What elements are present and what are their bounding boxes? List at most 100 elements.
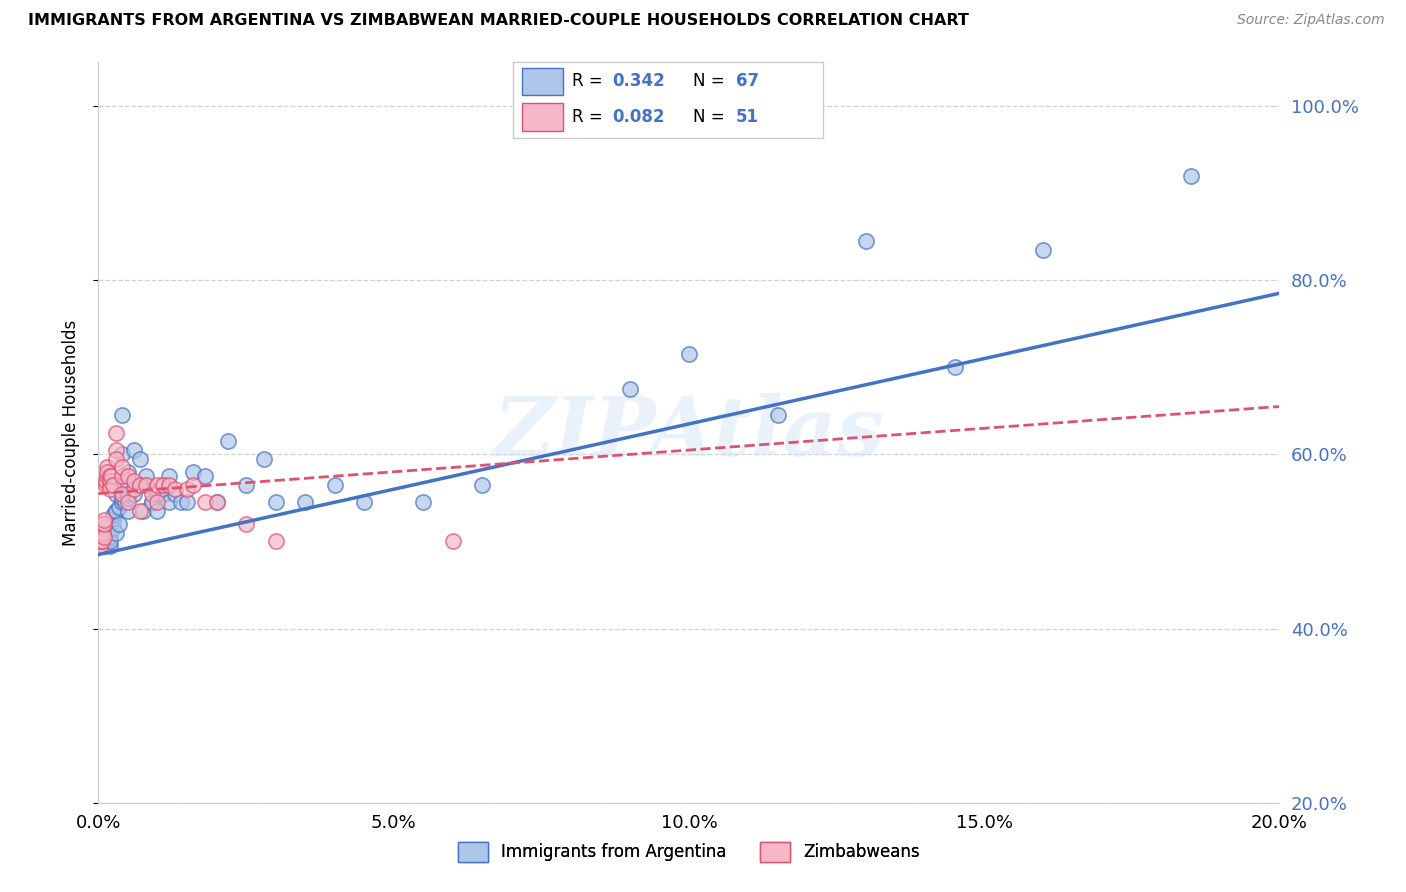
Point xyxy=(441,534,464,549)
Point xyxy=(128,504,150,518)
Point xyxy=(943,360,966,375)
Point xyxy=(117,465,139,479)
Point xyxy=(103,521,125,535)
Point xyxy=(105,504,128,518)
Point xyxy=(146,495,169,509)
Point xyxy=(1032,243,1054,257)
Point xyxy=(152,486,174,500)
Point xyxy=(98,469,121,483)
Point xyxy=(146,486,169,500)
Point xyxy=(141,495,163,509)
Text: 67: 67 xyxy=(735,72,759,90)
Point xyxy=(412,495,434,509)
Point xyxy=(157,495,180,509)
Point xyxy=(146,504,169,518)
Point xyxy=(89,525,111,540)
Point xyxy=(264,495,287,509)
Bar xyxy=(523,68,562,95)
Point xyxy=(117,486,139,500)
Point xyxy=(619,382,641,396)
Bar xyxy=(523,103,562,130)
Point xyxy=(170,495,193,509)
Point xyxy=(181,465,204,479)
Point xyxy=(105,451,128,466)
Point xyxy=(96,534,118,549)
Point xyxy=(264,534,287,549)
Point xyxy=(165,486,187,500)
Point xyxy=(103,478,125,492)
Point xyxy=(90,525,112,540)
Point xyxy=(90,521,112,535)
Point xyxy=(152,478,174,492)
Point xyxy=(181,478,204,492)
Point xyxy=(855,234,877,248)
Point xyxy=(1180,169,1202,183)
Text: R =: R = xyxy=(572,72,607,90)
Point xyxy=(141,495,163,509)
Point xyxy=(111,469,134,483)
Point xyxy=(141,486,163,500)
Point xyxy=(176,495,198,509)
Point xyxy=(89,530,111,544)
Point xyxy=(132,504,155,518)
Point xyxy=(122,482,145,496)
Text: Source: ZipAtlas.com: Source: ZipAtlas.com xyxy=(1237,13,1385,28)
Point xyxy=(98,521,121,535)
Point xyxy=(146,478,169,492)
Point xyxy=(117,504,139,518)
Point xyxy=(90,517,112,532)
Point xyxy=(105,486,128,500)
Point xyxy=(135,469,157,483)
Point xyxy=(117,495,139,509)
Point xyxy=(108,517,131,532)
Point xyxy=(111,408,134,422)
Point xyxy=(165,482,187,496)
Point xyxy=(98,478,121,492)
Point xyxy=(205,495,228,509)
Point xyxy=(105,525,128,540)
Point xyxy=(103,513,125,527)
Text: R =: R = xyxy=(572,108,607,126)
Point xyxy=(114,478,136,492)
Point xyxy=(471,478,494,492)
Text: IMMIGRANTS FROM ARGENTINA VS ZIMBABWEAN MARRIED-COUPLE HOUSEHOLDS CORRELATION CH: IMMIGRANTS FROM ARGENTINA VS ZIMBABWEAN … xyxy=(28,13,969,29)
Point xyxy=(100,469,122,483)
Point xyxy=(117,491,139,505)
Point xyxy=(135,478,157,492)
Point xyxy=(108,500,131,514)
Point xyxy=(766,408,789,422)
Point xyxy=(157,469,180,483)
Point xyxy=(105,425,128,440)
Text: 51: 51 xyxy=(735,108,759,126)
Point xyxy=(96,517,118,532)
Point xyxy=(122,443,145,458)
Point xyxy=(98,482,121,496)
Point xyxy=(91,525,114,540)
Point xyxy=(111,495,134,509)
Point xyxy=(114,495,136,509)
Point xyxy=(96,469,118,483)
Point xyxy=(93,539,115,553)
Point xyxy=(128,451,150,466)
Point xyxy=(128,478,150,492)
Text: N =: N = xyxy=(693,72,730,90)
Point xyxy=(323,478,346,492)
Point xyxy=(194,469,217,483)
Point xyxy=(91,521,114,535)
Point xyxy=(89,539,111,553)
Point xyxy=(89,534,111,549)
Point xyxy=(93,517,115,532)
Point xyxy=(93,530,115,544)
Point xyxy=(98,474,121,488)
Point xyxy=(98,517,121,532)
Point xyxy=(103,508,125,523)
Point xyxy=(96,465,118,479)
Point xyxy=(135,478,157,492)
Point xyxy=(235,517,257,532)
Point xyxy=(98,534,121,549)
Point xyxy=(678,347,700,361)
Point xyxy=(117,469,139,483)
Point xyxy=(157,478,180,492)
Point xyxy=(111,491,134,505)
Point xyxy=(253,451,276,466)
